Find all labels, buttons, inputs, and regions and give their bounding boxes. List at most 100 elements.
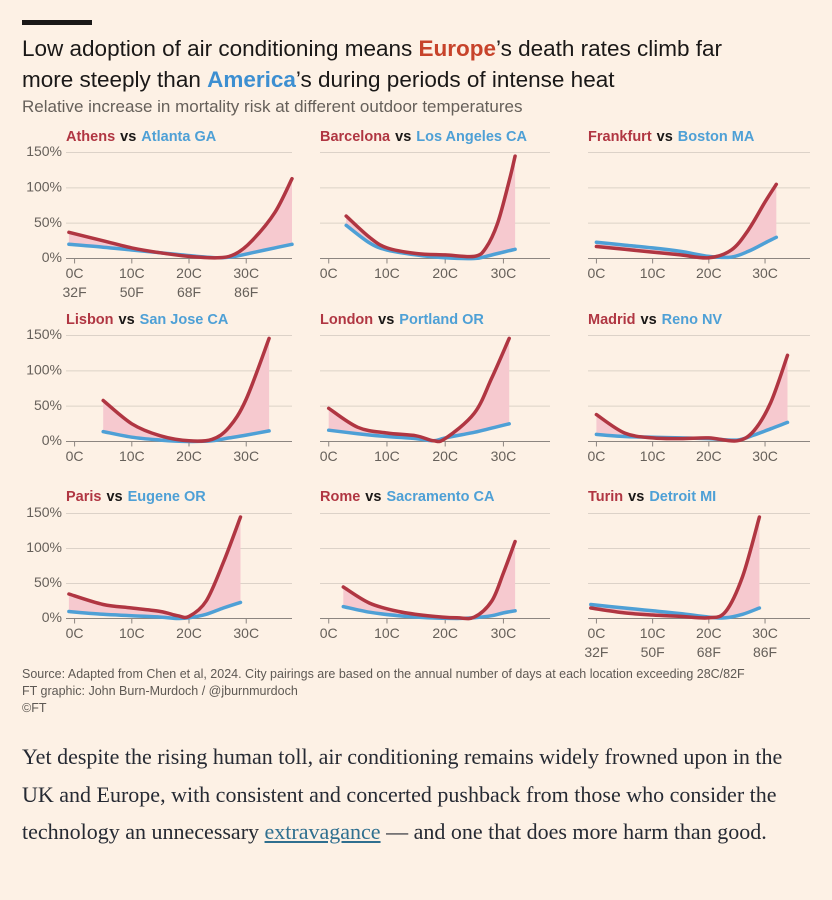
x-tick-label-secondary: 86F	[753, 644, 777, 660]
x-tick-label: 20C	[176, 625, 202, 641]
panel-title: Paris vs Eugene OR	[66, 489, 206, 505]
small-multiples: Athens vs Atlanta GA 0% 50% 100% 150% 0C 10C 20C 3…	[26, 129, 810, 660]
series-line	[344, 223, 517, 261]
x-tick-label: 0C	[320, 265, 338, 281]
x-tick-label-secondary: 50F	[641, 644, 665, 660]
title-separator: vs	[106, 489, 122, 505]
europe-city: Madrid	[588, 312, 636, 328]
europe-city: Frankfurt	[588, 129, 652, 145]
title-separator: vs	[395, 129, 411, 145]
europe-city: Rome	[320, 489, 360, 505]
y-tick-label: 0%	[42, 609, 62, 625]
x-tick-label: 10C	[640, 265, 666, 281]
panel: Paris vs Eugene OR 0% 50% 100% 150% 0C 10C 20C 30C	[26, 489, 292, 641]
x-tick-label: 0C	[320, 625, 338, 641]
title-separator: vs	[120, 129, 136, 145]
x-tick-label-secondary: 32F	[584, 644, 608, 660]
source-line: ©FT	[22, 701, 47, 715]
article-text: Yet despite the rising human toll, air c…	[22, 744, 783, 844]
x-tick-label: 0C	[66, 265, 84, 281]
x-tick-label: 10C	[374, 265, 400, 281]
y-tick-label: 100%	[26, 362, 62, 378]
us-city: Reno NV	[662, 312, 723, 328]
gap-area	[596, 184, 777, 258]
gap-area	[103, 338, 270, 442]
series-line	[67, 600, 243, 621]
headline-highlight: America	[207, 67, 296, 92]
panel: Rome vs Sacramento CA 0C 10C 20C 30C	[320, 489, 550, 641]
series-line	[344, 154, 517, 259]
series-line	[589, 602, 762, 620]
us-city: Portland OR	[399, 312, 484, 328]
x-tick-label: 0C	[320, 448, 338, 464]
x-tick-label-secondary: 86F	[234, 284, 258, 300]
series-line	[67, 176, 294, 260]
panel: Madrid vs Reno NV 0C 10C 20C 30C	[587, 312, 810, 464]
x-tick-label: 10C	[640, 448, 666, 464]
y-tick-label: 150%	[26, 143, 62, 159]
us-city: San Jose CA	[140, 312, 229, 328]
x-tick-label: 10C	[119, 265, 145, 281]
source: Source: Adapted from Chen et al, 2024. C…	[22, 666, 745, 717]
y-tick-label: 150%	[26, 326, 62, 342]
title-separator: vs	[365, 489, 381, 505]
headline-text: ’s during periods of intense heat	[295, 67, 615, 92]
panel: Barcelona vs Los Angeles CA 0C 10C 20C 30C	[320, 129, 550, 281]
y-tick-label: 50%	[34, 574, 62, 590]
x-tick-label: 0C	[66, 448, 84, 464]
y-tick-label: 0%	[42, 432, 62, 448]
x-tick-label: 20C	[696, 625, 722, 641]
panel-title: Madrid vs Reno NV	[588, 312, 722, 328]
us-city: Los Angeles CA	[416, 129, 527, 145]
x-tick-label: 20C	[176, 448, 202, 464]
title-separator: vs	[119, 312, 135, 328]
article-paragraph: Yet despite the rising human toll, air c…	[22, 738, 807, 851]
x-tick-label: 10C	[119, 625, 145, 641]
gap-area	[346, 156, 516, 259]
panel-title: London vs Portland OR	[320, 312, 484, 328]
x-tick-label: 10C	[374, 448, 400, 464]
us-city: Detroit MI	[649, 489, 716, 505]
series-line	[326, 336, 511, 444]
europe-city: Paris	[66, 489, 101, 505]
panel-title: Turin vs Detroit MI	[588, 489, 716, 505]
us-city: Boston MA	[678, 129, 755, 145]
x-tick-label: 30C	[752, 265, 778, 281]
x-tick-label: 30C	[752, 448, 778, 464]
europe-city: Barcelona	[320, 129, 391, 145]
article-link[interactable]: extravagance	[264, 819, 381, 844]
panel: London vs Portland OR 0C 10C 20C 30C	[320, 312, 550, 464]
x-tick-label: 0C	[587, 448, 605, 464]
panel-title: Frankfurt vs Boston MA	[588, 129, 755, 145]
x-tick-label: 20C	[432, 265, 458, 281]
x-tick-label: 20C	[696, 265, 722, 281]
x-tick-label: 10C	[640, 625, 666, 641]
x-tick-label: 10C	[374, 625, 400, 641]
x-tick-label: 30C	[752, 625, 778, 641]
panel: Turin vs Detroit MI 0C 10C 20C 30C 32F 50F 68F 86F	[584, 489, 810, 660]
header-bar	[22, 20, 92, 25]
x-tick-label: 20C	[432, 448, 458, 464]
title-separator: vs	[378, 312, 394, 328]
x-tick-label-secondary: 50F	[120, 284, 144, 300]
us-city: Atlanta GA	[141, 129, 216, 145]
x-tick-label: 0C	[587, 625, 605, 641]
x-tick-label: 20C	[432, 625, 458, 641]
series-line	[101, 336, 271, 443]
panel: Athens vs Atlanta GA 0% 50% 100% 150% 0C 10C 20C 3…	[26, 129, 294, 300]
source-line: Source: Adapted from Chen et al, 2024. C…	[22, 667, 745, 681]
x-tick-label: 30C	[491, 448, 517, 464]
title-separator: vs	[641, 312, 657, 328]
series-line	[594, 182, 779, 260]
x-tick-label: 0C	[66, 625, 84, 641]
article-text: — and one that does more harm than good.	[380, 819, 767, 844]
gap-area	[68, 517, 241, 619]
x-tick-label-secondary: 32F	[63, 284, 87, 300]
series-line	[341, 539, 517, 621]
series-line	[589, 515, 762, 620]
x-tick-label: 30C	[233, 265, 259, 281]
y-tick-label: 100%	[26, 539, 62, 555]
x-tick-label: 30C	[233, 625, 259, 641]
europe-city: Lisbon	[66, 312, 114, 328]
